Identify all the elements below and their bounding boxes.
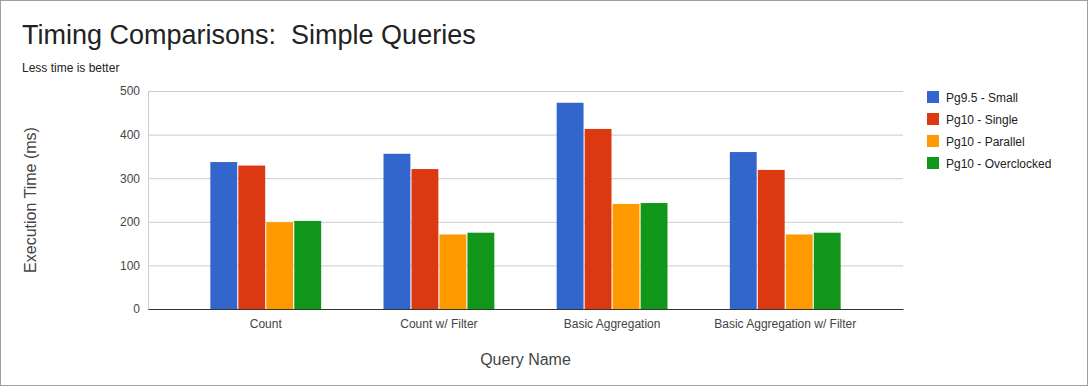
bar <box>384 154 411 309</box>
x-tick-label: Count w/ Filter <box>400 317 477 331</box>
bar <box>266 222 293 309</box>
x-axis-title: Query Name <box>480 351 571 368</box>
x-tick: Count w/ Filter <box>400 309 477 331</box>
chart: 0 100 200 300 400 500 Count Count w/ Filter Basi… <box>0 0 1088 386</box>
y-axis: 0 100 200 300 400 500 <box>120 84 903 316</box>
x-axis-line <box>149 309 904 310</box>
y-axis-line <box>148 92 149 310</box>
y-tick-label: 100 <box>120 259 140 273</box>
legend-swatch <box>927 135 939 147</box>
legend-item: Pg10 - Parallel <box>927 135 1025 149</box>
grid-line <box>148 309 903 310</box>
grid-line <box>148 91 903 92</box>
legend-item: Pg10 - Single <box>927 113 1018 127</box>
bar <box>467 233 494 309</box>
y-tick: 400 <box>120 128 903 142</box>
bar <box>814 233 841 309</box>
x-tick: Basic Aggregation <box>564 309 661 331</box>
bars <box>210 103 840 309</box>
y-tick-label: 200 <box>120 215 140 229</box>
bar <box>238 166 265 309</box>
legend-item: Pg9.5 - Small <box>927 91 1018 105</box>
grid-line <box>148 135 903 136</box>
bar <box>411 169 438 309</box>
bar <box>585 129 612 309</box>
legend-label: Pg9.5 - Small <box>946 91 1018 105</box>
y-tick: 200 <box>120 215 903 229</box>
legend-label: Pg10 - Single <box>946 113 1018 127</box>
legend-swatch <box>927 91 939 103</box>
bar <box>613 204 640 309</box>
x-tick: Basic Aggregation w/ Filter <box>714 309 856 331</box>
bar <box>758 170 785 309</box>
y-tick: 100 <box>120 259 903 273</box>
legend-label: Pg10 - Parallel <box>946 135 1025 149</box>
bar <box>641 203 668 309</box>
chart-frame <box>1 1 1088 386</box>
subtitle: Less time is better <box>22 61 119 75</box>
y-tick-label: 300 <box>120 172 140 186</box>
title: Timing Comparisons: Simple Queries <box>22 20 476 50</box>
legend-item: Pg10 - Overclocked <box>927 157 1051 171</box>
legend: Pg9.5 - Small Pg10 - Single Pg10 - Paralle… <box>927 91 1051 171</box>
y-tick-label: 0 <box>133 302 140 316</box>
y-tick-label: 400 <box>120 128 140 142</box>
y-tick: 300 <box>120 172 903 186</box>
x-tick: Count <box>250 309 283 331</box>
bar <box>439 234 466 309</box>
y-tick-label: 500 <box>120 84 140 98</box>
bar <box>557 103 584 309</box>
bar <box>210 162 237 309</box>
legend-label: Pg10 - Overclocked <box>946 157 1051 171</box>
bar <box>786 234 813 309</box>
bar <box>294 221 321 309</box>
y-tick: 500 <box>120 84 903 98</box>
bar <box>730 152 757 309</box>
x-tick-label: Basic Aggregation <box>564 317 661 331</box>
x-axis: Count Count w/ Filter Basic Aggregation Bas… <box>149 309 904 331</box>
x-tick-label: Count <box>250 317 283 331</box>
legend-swatch <box>927 113 939 125</box>
y-axis-title: Execution Time (ms) <box>22 127 39 273</box>
legend-swatch <box>927 157 939 169</box>
x-tick-label: Basic Aggregation w/ Filter <box>714 317 856 331</box>
